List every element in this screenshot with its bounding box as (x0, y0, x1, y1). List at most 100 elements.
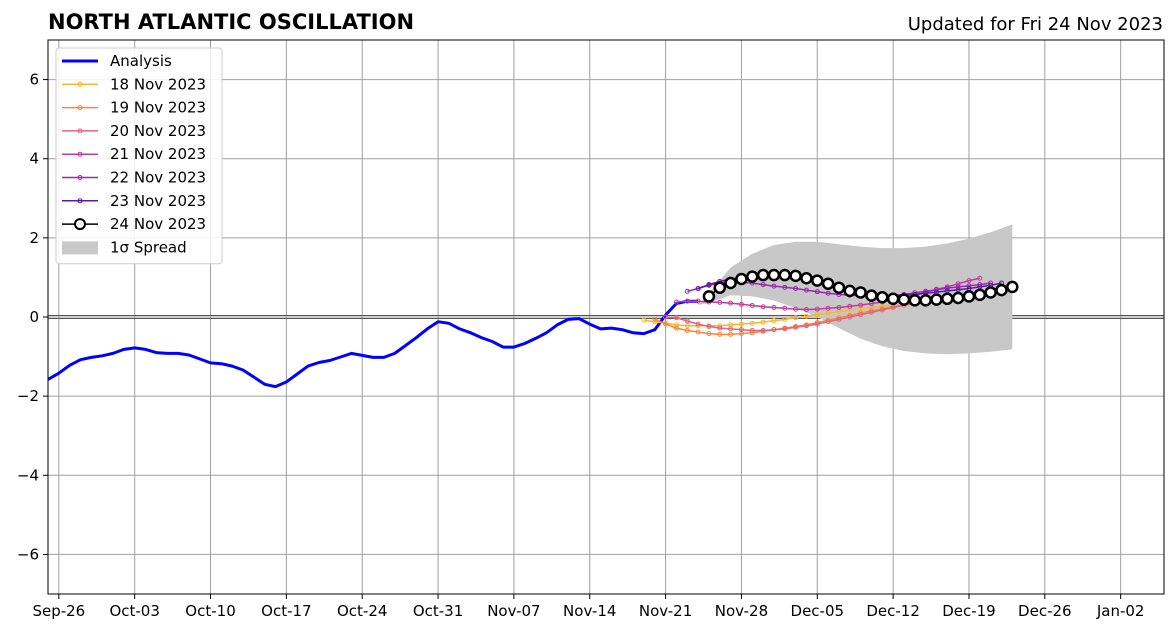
series-point (728, 331, 734, 337)
x-tick-label: Nov-21 (639, 602, 692, 620)
series-point (800, 271, 813, 285)
series-point (728, 300, 734, 306)
series-point (814, 289, 820, 295)
series-point (973, 288, 987, 302)
series-point (803, 313, 809, 319)
series-point (673, 315, 679, 321)
series-point (717, 299, 723, 305)
legend-swatch-band (62, 241, 98, 255)
y-tick-label: 2 (29, 229, 39, 247)
plot-area: Sep-26 Oct-03 Oct-10 Oct-17 Oct-24 Oct-31 Nov-… (17, 39, 1165, 620)
legend-item: 21 Nov 2023 (62, 145, 206, 163)
series-point (955, 284, 961, 290)
legend-label: Analysis (110, 52, 172, 70)
legend-swatch-marker (74, 218, 86, 231)
plot-content (48, 224, 1019, 389)
legend-label: 22 Nov 2023 (110, 169, 206, 187)
series-point (803, 306, 809, 312)
x-tick-label: Dec-12 (866, 602, 920, 620)
series-point (728, 326, 734, 332)
series-point (908, 294, 922, 307)
legend-swatch-marker (77, 128, 83, 134)
series-point (713, 281, 727, 294)
series-point (684, 298, 690, 304)
series-point (962, 290, 976, 303)
legend-item: Analysis (62, 52, 172, 70)
series-point (836, 316, 842, 322)
legend-item: 22 Nov 2023 (62, 169, 206, 187)
legend: Analysis 18 Nov 2023 19 Nov 2023 20 Nov 202… (55, 47, 223, 265)
series-point (771, 318, 777, 324)
series-point (854, 286, 867, 299)
series-point (717, 325, 723, 331)
series-point (811, 274, 824, 287)
x-tick-label: Sep-26 (32, 602, 85, 620)
series-point (663, 321, 669, 327)
series-point (706, 331, 712, 337)
y-tick-label: 0 (29, 308, 39, 326)
series-point (782, 305, 788, 311)
legend-item: 19 Nov 2023 (62, 99, 206, 117)
y-tick-label: 6 (29, 71, 39, 89)
legend-box (55, 47, 223, 265)
series-point (814, 312, 820, 318)
series-7 (702, 268, 1019, 307)
x-tick-label: Nov-07 (487, 602, 540, 620)
series-point (814, 321, 820, 327)
series-point (890, 305, 896, 311)
series-point (738, 327, 744, 333)
series-point (930, 293, 943, 306)
series-point (695, 321, 701, 327)
x-tick-label: Nov-14 (563, 602, 616, 620)
series-point (825, 305, 831, 311)
series-point (1006, 280, 1019, 294)
series-point (749, 327, 755, 333)
series-point (793, 306, 799, 312)
series-point (724, 276, 737, 290)
series-point (760, 319, 766, 325)
series-point (951, 291, 965, 305)
legend-label: 21 Nov 2023 (110, 145, 206, 163)
series-point (955, 287, 961, 293)
series-point (738, 301, 744, 307)
series-point (702, 290, 716, 303)
series-4 (673, 275, 983, 312)
chart-subtitle: Updated for Fri 24 Nov 2023 (908, 14, 1163, 35)
series-point (803, 287, 809, 293)
series-point (673, 299, 679, 305)
series-point (695, 298, 701, 304)
series-point (771, 305, 777, 311)
series-point (706, 282, 712, 288)
legend-swatch-marker (77, 105, 83, 111)
series-point (825, 310, 831, 316)
legend-label: 18 Nov 2023 (110, 75, 206, 93)
legend-swatch-marker (77, 151, 83, 157)
x-tick-label: Jan-02 (1096, 602, 1145, 620)
y-tick-label: −6 (17, 545, 39, 563)
series-point (955, 281, 961, 287)
series-point (706, 323, 712, 329)
series-point (793, 286, 799, 292)
series-point (984, 286, 997, 299)
legend-item: 20 Nov 2023 (62, 122, 206, 140)
series-point (684, 323, 690, 329)
series-point (641, 317, 647, 323)
series-point (684, 288, 690, 294)
x-tick-label: Nov-28 (715, 602, 768, 620)
series-point (876, 290, 889, 304)
series-point (825, 319, 831, 325)
series-point (717, 331, 723, 337)
series-point (858, 312, 864, 318)
series-point (793, 324, 799, 330)
legend-label: 23 Nov 2023 (110, 192, 206, 210)
series-point (886, 292, 900, 306)
series-line-analysis (48, 299, 699, 389)
x-tick-label: Oct-24 (337, 602, 387, 620)
series-point (749, 303, 755, 309)
y-tick-label: −2 (17, 387, 39, 405)
series-point (966, 278, 972, 284)
series-point (995, 283, 1008, 297)
x-tick-label: Dec-19 (942, 602, 996, 620)
series-point (663, 314, 669, 320)
series-point (879, 307, 885, 313)
